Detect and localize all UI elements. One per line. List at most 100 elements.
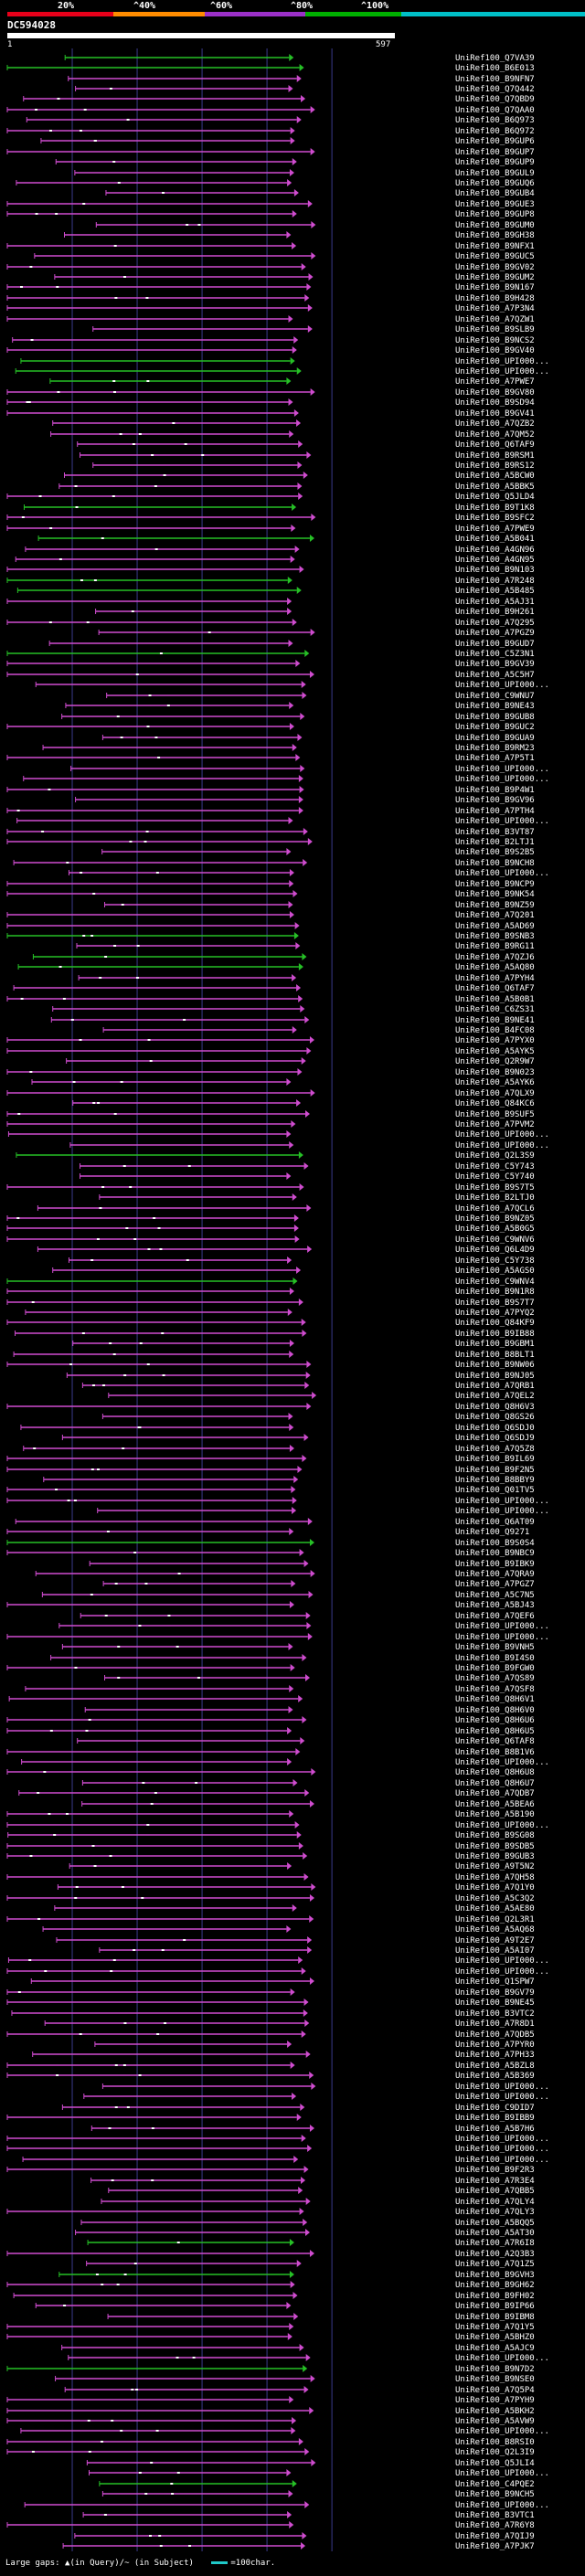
hit-label[interactable]: UniRef100_A4GN95 [455,556,535,565]
hit-label[interactable]: UniRef100_A5AT30 [455,2229,535,2238]
hit-label[interactable]: UniRef100_A7PTH4 [455,807,535,816]
hit-label[interactable]: UniRef100_A5AYK6 [455,1078,535,1087]
hit-label[interactable]: UniRef100_UPI000... [455,2354,549,2363]
hit-label[interactable]: UniRef100_A7QDB7 [455,1789,535,1798]
hit-label[interactable]: UniRef100_A7R6I8 [455,2239,535,2248]
hit-label[interactable]: UniRef100_A7QRA9 [455,1570,535,1579]
hit-label[interactable]: UniRef100_B9N1R8 [455,1288,535,1297]
hit-label[interactable]: UniRef100_Q84KC6 [455,1099,535,1108]
hit-label[interactable]: UniRef100_C6ZS31 [455,1005,535,1014]
hit-label[interactable]: UniRef100_B9SLB9 [455,325,535,334]
hit-label[interactable]: UniRef100_A7Q201 [455,911,535,920]
hit-label[interactable]: UniRef100_B9RSM1 [455,451,535,461]
hit-label[interactable]: UniRef100_B9GV02 [455,263,535,272]
hit-label[interactable]: UniRef100_A7P5T1 [455,754,535,763]
hit-label[interactable]: UniRef100_A4GN96 [455,546,535,555]
hit-label[interactable]: UniRef100_UPI000... [455,1507,549,1516]
hit-label[interactable]: UniRef100_Q6TAF9 [455,440,535,450]
hit-label[interactable]: UniRef100_Q7QAA0 [455,106,535,115]
hit-label[interactable]: UniRef100_B9GUB4 [455,189,535,198]
hit-label[interactable]: UniRef100_UPI000... [455,2469,549,2478]
hit-label[interactable]: UniRef100_B9GUL9 [455,169,535,178]
hit-label[interactable]: UniRef100_A5AGS0 [455,1267,535,1276]
hit-label[interactable]: UniRef100_Q8H6V3 [455,1403,535,1412]
hit-label[interactable]: UniRef100_A7QZJ6 [455,953,535,962]
hit-label[interactable]: UniRef100_B9NFX1 [455,242,535,251]
hit-label[interactable]: UniRef100_UPI000... [455,765,549,774]
hit-label[interactable]: UniRef100_B9I4S0 [455,1654,535,1663]
hit-label[interactable]: UniRef100_A7QEF6 [455,1612,535,1621]
hit-label[interactable]: UniRef100_A7Q1Y5 [455,2323,535,2332]
hit-label[interactable]: UniRef100_B9GUB8 [455,713,535,722]
hit-label[interactable]: UniRef100_Q8H6V0 [455,1706,535,1715]
hit-label[interactable]: UniRef100_B9GUP8 [455,210,535,219]
hit-label[interactable]: UniRef100_B9NE43 [455,702,535,711]
hit-label[interactable]: UniRef100_A7PYX0 [455,1036,535,1045]
hit-label[interactable]: UniRef100_B9SUF5 [455,1110,535,1119]
hit-label[interactable]: UniRef100_A7PVM2 [455,1120,535,1129]
hit-label[interactable]: UniRef100_B9GV41 [455,409,535,419]
hit-label[interactable]: UniRef100_B9GV96 [455,796,535,805]
hit-label[interactable]: UniRef100_C5Y738 [455,1256,535,1266]
hit-label[interactable]: UniRef100_B9GUP7 [455,148,535,157]
hit-label[interactable]: UniRef100_B6Q973 [455,116,535,125]
hit-label[interactable]: UniRef100_A7PYH9 [455,2396,535,2405]
hit-label[interactable]: UniRef100_UPI000... [455,1497,549,1506]
hit-label[interactable]: UniRef100_A7QRB1 [455,1382,535,1391]
hit-label[interactable]: UniRef100_UPI000... [455,1633,549,1642]
hit-label[interactable]: UniRef100_A7R3E4 [455,2177,535,2186]
hit-label[interactable]: UniRef100_Q6TAF8 [455,1737,535,1746]
hit-label[interactable]: UniRef100_B8B1V6 [455,1748,535,1757]
hit-label[interactable]: UniRef100_A7Q1Z5 [455,2260,535,2269]
hit-label[interactable]: UniRef100_UPI000... [455,357,549,366]
hit-label[interactable]: UniRef100_A5AJ31 [455,598,535,607]
hit-label[interactable]: UniRef100_UPI000... [455,2093,549,2102]
hit-label[interactable]: UniRef100_A7PGZ9 [455,629,535,638]
hit-label[interactable]: UniRef100_B9GUM0 [455,221,535,230]
hit-label[interactable]: UniRef100_A7QLY3 [455,2208,535,2217]
hit-label[interactable]: UniRef100_B9GUC5 [455,252,535,261]
hit-label[interactable]: UniRef100_B9GV80 [455,388,535,398]
hit-label[interactable]: UniRef100_Q6SDJ0 [455,1424,535,1433]
hit-label[interactable]: UniRef100_A7PYH4 [455,974,535,983]
hit-label[interactable]: UniRef100_UPI000... [455,1622,549,1631]
hit-label[interactable]: UniRef100_Q5JLI4 [455,2459,535,2468]
hit-label[interactable]: UniRef100_UPI000... [455,2156,549,2165]
hit-label[interactable]: UniRef100_B8BBY9 [455,1476,535,1485]
hit-label[interactable]: UniRef100_B9GUB3 [455,1852,535,1861]
hit-label[interactable]: UniRef100_A7QZW1 [455,315,535,324]
hit-label[interactable]: UniRef100_A7QCL6 [455,1204,535,1214]
hit-label[interactable]: UniRef100_B9GH38 [455,231,535,240]
hit-label[interactable]: UniRef100_A5B190 [455,1810,535,1819]
hit-label[interactable]: UniRef100_B9N103 [455,566,535,575]
hit-label[interactable]: UniRef100_C5Y740 [455,1172,535,1182]
hit-label[interactable]: UniRef100_B3VTC2 [455,2009,535,2019]
hit-label[interactable]: UniRef100_Q9271 [455,1528,529,1537]
hit-label[interactable]: UniRef100_A7P3N4 [455,304,535,313]
hit-label[interactable]: UniRef100_Q2L3I9 [455,2448,535,2457]
hit-label[interactable]: UniRef100_A7Q5P4 [455,2386,535,2395]
hit-label[interactable]: UniRef100_A7QIJ9 [455,2532,535,2541]
hit-label[interactable]: UniRef100_A7QZB2 [455,419,535,429]
hit-label[interactable]: UniRef100_B9GUP9 [455,158,535,167]
hit-label[interactable]: UniRef100_B9IB88 [455,1330,535,1339]
hit-label[interactable]: UniRef100_Q8GS26 [455,1413,535,1422]
hit-label[interactable]: UniRef100_A5AVW9 [455,2417,535,2426]
hit-label[interactable]: UniRef100_B9P4W1 [455,786,535,795]
hit-label[interactable]: UniRef100_C9WNV6 [455,1235,535,1245]
hit-label[interactable]: UniRef100_A7R248 [455,577,535,586]
hit-label[interactable]: UniRef100_B6Q972 [455,127,535,136]
hit-label[interactable]: UniRef100_B9NCP9 [455,880,535,889]
hit-label[interactable]: UniRef100_Q2L3S9 [455,1151,535,1161]
hit-label[interactable]: UniRef100_B9F2R3 [455,2166,535,2175]
hit-label[interactable]: UniRef100_UPI000... [455,869,549,878]
hit-label[interactable]: UniRef100_B9NCH8 [455,859,535,868]
hit-label[interactable]: UniRef100_B9N023 [455,1068,535,1077]
hit-label[interactable]: UniRef100_B9GV79 [455,1988,535,1998]
hit-label[interactable]: UniRef100_B4FC08 [455,1026,535,1035]
hit-label[interactable]: UniRef100_A7QBB5 [455,2187,535,2196]
hit-label[interactable]: UniRef100_B9IBB9 [455,2114,535,2123]
hit-label[interactable]: UniRef100_B9GUD7 [455,640,535,649]
hit-label[interactable]: UniRef100_B9NSE0 [455,2375,535,2384]
hit-label[interactable]: UniRef100_A2Q3B3 [455,2250,535,2259]
